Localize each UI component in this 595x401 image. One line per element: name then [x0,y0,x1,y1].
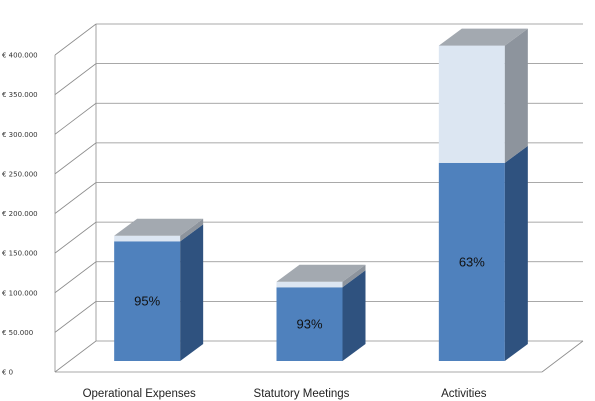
gridline-side [55,262,96,293]
gridline-side [55,64,96,95]
gridline-side [55,222,96,253]
bar-side-2 [505,29,528,163]
bar-side-1 [180,224,203,361]
gridline-side [55,301,96,332]
y-tick-label: € 50.000 [2,329,33,337]
category-label: Statutory Meetings [254,388,350,400]
y-tick-label: € 200.000 [2,210,38,218]
category-label: Activities [441,388,487,400]
y-tick-label: € 400.000 [2,52,38,60]
data-label: 63% [459,254,485,269]
y-tick-label: € 100.000 [2,289,38,297]
y-tick-label: € 300.000 [2,131,38,139]
data-label: 95% [134,294,160,309]
y-tick-label: € 350.000 [2,91,38,99]
gridline-side [55,24,96,55]
category-label: Operational Expenses [83,388,196,400]
gridline-side [55,341,96,372]
y-axis-ticks: € 0 € 50.000 € 100.000 € 150.000 € 200.000 € … [2,52,38,377]
data-label: 93% [296,317,322,332]
chart-bars: 95% 93% 63% [114,29,528,361]
bar-front-2 [114,236,180,242]
bar-side-1 [505,146,528,361]
gridline-side [55,143,96,174]
bar-front-2 [439,46,505,163]
floor-right-edge [542,341,583,372]
gridline-side [55,183,96,214]
y-tick-label: € 150.000 [2,250,38,258]
y-tick-label: € 0 [2,369,13,377]
y-tick-label: € 250.000 [2,170,38,178]
gridline-side [55,103,96,134]
x-axis-categories: Operational Expenses Statutory Meetings Ac… [83,388,487,400]
bar-front-2 [277,282,343,288]
